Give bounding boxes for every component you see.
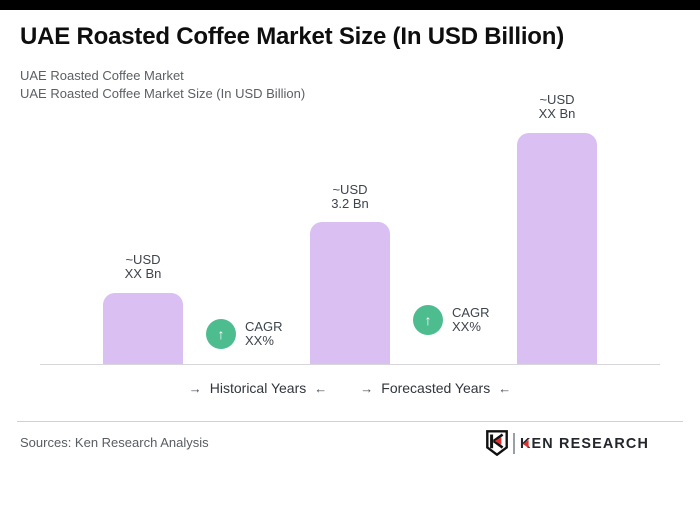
ken-research-logo: KEN RESEARCH (486, 430, 654, 456)
period-legend: → Historical Years ← → Forecasted Years … (0, 380, 700, 396)
legend-item-historical: → Historical Years ← (189, 380, 328, 396)
left-arrow-icon: ← (314, 380, 328, 396)
bar-historical (103, 293, 183, 364)
cagr-badge-historical: ↑ CAGR XX% (206, 319, 283, 349)
up-arrow-icon: ↑ (206, 319, 236, 349)
footer-divider (17, 421, 683, 422)
left-arrow-icon: ← (498, 380, 512, 396)
right-arrow-icon: → (360, 380, 374, 396)
logo-separator (513, 432, 515, 454)
cagr-value: XX% (245, 333, 274, 348)
cagr-badge-text: CAGR XX% (245, 320, 283, 348)
bar-value-line2: XX Bn (538, 106, 576, 121)
ken-shield-icon (486, 430, 508, 456)
legend-label: Forecasted Years (381, 380, 491, 396)
chart-subtitle-line2: UAE Roasted Coffee Market Size (In USD B… (20, 86, 306, 101)
up-arrow-icon: ↑ (413, 305, 443, 335)
bar-value-line2: 3.2 Bn (331, 196, 369, 211)
red-wedge-icon (522, 439, 529, 448)
cagr-badge-text: CAGR XX% (452, 306, 490, 334)
bar-current (310, 222, 390, 364)
cagr-label: CAGR (245, 319, 283, 334)
page-title: UAE Roasted Coffee Market Size (In USD B… (20, 23, 565, 50)
sources-note: Sources: Ken Research Analysis (20, 435, 209, 450)
cagr-value: XX% (452, 319, 481, 334)
bar-value-line1: ~USD (332, 182, 368, 197)
cagr-badge-forecast: ↑ CAGR XX% (413, 305, 490, 335)
brand-wordmark: KEN RESEARCH (520, 435, 649, 452)
bar-value-line1: ~USD (125, 252, 161, 267)
legend-item-forecasted: → Forecasted Years ← (360, 380, 511, 396)
chart-subtitle-line1: UAE Roasted Coffee Market (20, 68, 184, 83)
brand-name: KEN RESEARCH (520, 434, 650, 452)
bar-value-label: ~USD XX Bn (83, 253, 203, 281)
axis-baseline (40, 364, 660, 365)
bar-forecast (517, 133, 597, 364)
cagr-label: CAGR (452, 305, 490, 320)
right-arrow-icon: → (188, 380, 202, 396)
bar-value-line2: XX Bn (124, 266, 162, 281)
bar-value-label: ~USD 3.2 Bn (290, 183, 410, 211)
bar-value-label: ~USD XX Bn (497, 93, 617, 121)
top-accent-bar (0, 0, 700, 10)
bar-value-line1: ~USD (539, 92, 575, 107)
legend-label: Historical Years (209, 380, 307, 396)
